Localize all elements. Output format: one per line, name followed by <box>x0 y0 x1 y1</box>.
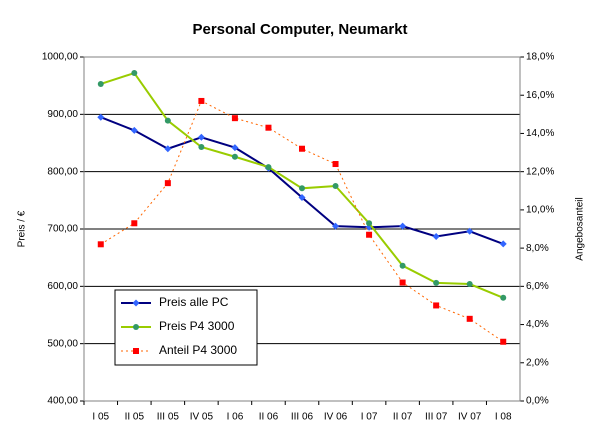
y-tick-label: 600,00 <box>47 281 78 292</box>
legend-marker <box>133 324 139 330</box>
series-line <box>100 116 504 245</box>
x-tick-label: IV 06 <box>324 412 348 423</box>
y2-axis-label: Angebosanteil <box>575 197 586 260</box>
legend-marker <box>132 299 140 307</box>
x-tick-label: IV 07 <box>458 412 482 423</box>
y2-tick-label: 12,0% <box>526 166 554 177</box>
data-point <box>164 145 172 153</box>
data-point <box>164 117 171 124</box>
y2-tick-label: 4,0% <box>526 319 549 330</box>
legend-label: Preis alle PC <box>159 295 229 309</box>
data-point <box>399 279 406 286</box>
data-point <box>366 220 373 227</box>
data-point <box>499 240 507 248</box>
chart-title: Personal Computer, Neumarkt <box>192 21 407 38</box>
x-tick-label: III 06 <box>291 412 314 423</box>
y2-tick-label: 0,0% <box>526 396 549 407</box>
x-tick-label: III 07 <box>425 412 448 423</box>
y-tick-label: 500,00 <box>47 338 78 349</box>
data-point <box>231 115 238 122</box>
data-point <box>432 232 440 240</box>
data-point <box>466 281 473 288</box>
x-tick-label: II 07 <box>393 412 413 423</box>
legend-label: Preis P4 3000 <box>159 319 235 333</box>
data-point <box>97 241 104 248</box>
data-point <box>500 338 507 345</box>
data-point <box>332 183 339 189</box>
x-tick-label: II 05 <box>125 412 145 423</box>
y-tick-label: 700,00 <box>47 224 78 235</box>
data-point <box>332 222 340 230</box>
plot-frame <box>83 56 521 402</box>
x-tick-label: IV 05 <box>190 412 214 423</box>
data-point <box>131 220 138 227</box>
data-point <box>298 193 306 201</box>
data-point <box>433 302 440 309</box>
x-tick-label: I 05 <box>92 412 109 423</box>
data-point <box>130 126 138 134</box>
data-point <box>466 227 474 235</box>
y2-tick-label: 14,0% <box>526 128 554 139</box>
data-point <box>399 222 407 230</box>
x-tick-label: I 07 <box>361 412 378 423</box>
x-tick-label: I 08 <box>495 412 512 423</box>
data-point <box>97 113 105 121</box>
y2-tick-label: 10,0% <box>526 205 554 216</box>
data-point <box>332 161 339 168</box>
data-point <box>231 144 239 152</box>
data-point <box>399 262 406 269</box>
y-tick-label: 1000,00 <box>42 52 79 63</box>
data-point <box>299 185 305 192</box>
y2-tick-label: 18,0% <box>526 52 554 63</box>
data-point <box>466 315 473 322</box>
y-tick-label: 900,00 <box>47 109 78 120</box>
legend-label: Anteil P4 3000 <box>159 343 237 357</box>
y2-tick-label: 6,0% <box>526 281 549 292</box>
data-point <box>164 180 171 187</box>
data-point <box>231 153 238 160</box>
data-point <box>299 145 305 152</box>
y2-tick-label: 16,0% <box>526 90 554 101</box>
data-point <box>366 231 373 238</box>
data-point <box>265 164 272 171</box>
y2-tick-label: 8,0% <box>526 243 549 254</box>
data-point <box>197 133 205 141</box>
data-point <box>97 80 104 87</box>
data-point <box>198 144 205 151</box>
data-point <box>500 294 507 301</box>
data-point <box>198 97 205 104</box>
x-tick-label: I 06 <box>227 412 244 423</box>
y-axis-label: Preis / € <box>17 210 28 247</box>
data-point <box>265 124 272 131</box>
y2-tick-label: 2,0% <box>526 357 549 368</box>
data-point <box>131 70 138 77</box>
legend-marker <box>133 348 139 354</box>
x-tick-label: II 06 <box>259 412 279 423</box>
y-tick-label: 400,00 <box>47 396 78 407</box>
data-point <box>433 279 440 286</box>
x-tick-label: III 05 <box>157 412 180 423</box>
y-tick-label: 800,00 <box>47 166 78 177</box>
